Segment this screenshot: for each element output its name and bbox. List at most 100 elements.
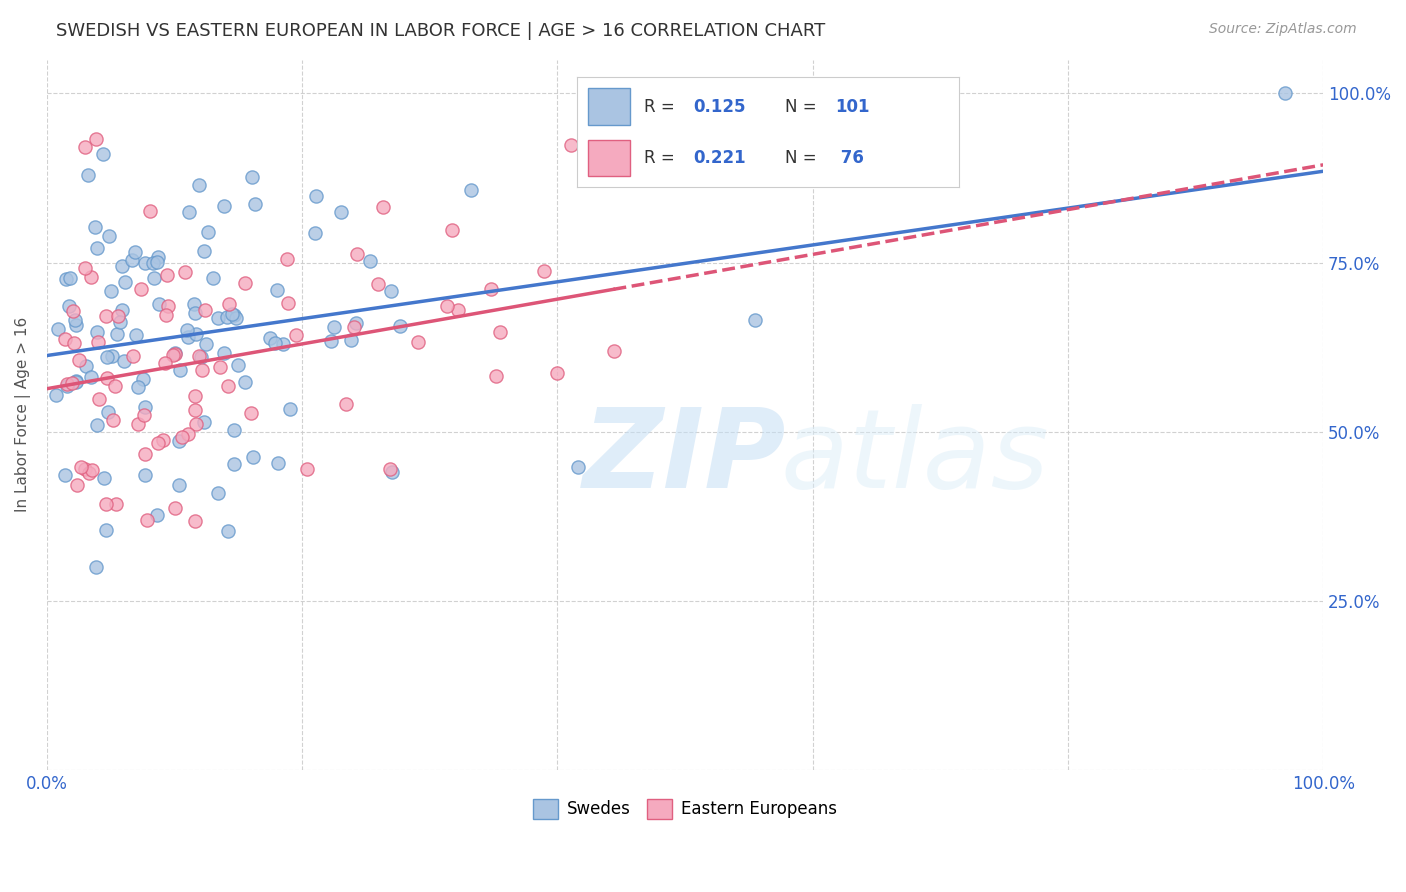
Point bbox=[58, 299, 80, 313]
Point bbox=[277, 295, 299, 310]
Point bbox=[267, 457, 290, 471]
Point bbox=[266, 283, 288, 297]
Point bbox=[143, 271, 166, 285]
Point bbox=[163, 345, 186, 359]
Point bbox=[86, 241, 108, 255]
Point bbox=[176, 323, 198, 337]
Point bbox=[612, 168, 634, 182]
Point bbox=[107, 309, 129, 323]
Point bbox=[481, 282, 503, 296]
Point bbox=[184, 514, 207, 528]
Point bbox=[124, 327, 146, 342]
Point bbox=[56, 378, 79, 392]
Point bbox=[560, 138, 582, 153]
Point bbox=[187, 178, 209, 193]
Point bbox=[105, 326, 128, 341]
Point bbox=[188, 349, 211, 363]
Point bbox=[190, 351, 212, 365]
Point bbox=[378, 462, 401, 476]
Point bbox=[184, 327, 207, 342]
Point bbox=[86, 418, 108, 433]
Point bbox=[45, 388, 67, 402]
Point bbox=[65, 375, 87, 389]
Point bbox=[169, 363, 191, 377]
Legend: Swedes, Eastern Europeans: Swedes, Eastern Europeans bbox=[527, 792, 844, 826]
Point bbox=[146, 255, 169, 269]
Point bbox=[65, 313, 87, 327]
Point bbox=[485, 368, 508, 383]
Point bbox=[184, 305, 207, 319]
Point bbox=[67, 352, 90, 367]
Point bbox=[217, 379, 239, 393]
Point bbox=[239, 406, 262, 420]
Point bbox=[79, 269, 101, 284]
Point bbox=[82, 463, 104, 477]
Point bbox=[276, 252, 298, 266]
Point bbox=[380, 465, 402, 479]
Point bbox=[259, 331, 281, 345]
Point bbox=[127, 380, 149, 394]
Point bbox=[184, 389, 207, 403]
Point bbox=[224, 423, 246, 437]
Point bbox=[87, 335, 110, 350]
Point bbox=[170, 430, 193, 444]
Point bbox=[93, 471, 115, 485]
Point bbox=[132, 409, 155, 423]
Point bbox=[94, 497, 117, 511]
Point bbox=[63, 335, 86, 350]
Point bbox=[87, 392, 110, 406]
Point bbox=[744, 312, 766, 326]
Point bbox=[224, 308, 246, 322]
Point bbox=[343, 320, 366, 334]
Point bbox=[79, 467, 101, 481]
Point bbox=[94, 309, 117, 323]
Point bbox=[114, 354, 136, 368]
Point bbox=[335, 397, 357, 411]
Point bbox=[76, 169, 98, 183]
Point bbox=[53, 468, 76, 483]
Point bbox=[177, 426, 200, 441]
Point bbox=[70, 460, 93, 475]
Point bbox=[86, 325, 108, 339]
Point bbox=[373, 200, 395, 214]
Point bbox=[271, 336, 294, 351]
Point bbox=[148, 297, 170, 311]
Point bbox=[212, 199, 235, 213]
Point bbox=[65, 318, 87, 333]
Point bbox=[460, 183, 482, 197]
Point bbox=[75, 260, 97, 275]
Point bbox=[225, 310, 247, 325]
Point bbox=[55, 376, 77, 391]
Point bbox=[100, 284, 122, 298]
Point bbox=[380, 284, 402, 298]
Point bbox=[217, 310, 239, 324]
Point bbox=[146, 436, 169, 450]
Point bbox=[111, 259, 134, 273]
Point bbox=[218, 524, 240, 538]
Point bbox=[163, 346, 186, 360]
Point bbox=[75, 140, 97, 154]
Point bbox=[284, 327, 307, 342]
Point bbox=[193, 415, 215, 429]
Point bbox=[65, 376, 87, 390]
Point bbox=[340, 333, 363, 347]
Point bbox=[193, 244, 215, 258]
Point bbox=[221, 308, 243, 322]
Point bbox=[134, 467, 156, 482]
Point bbox=[132, 372, 155, 386]
Point bbox=[80, 370, 103, 384]
Text: Source: ZipAtlas.com: Source: ZipAtlas.com bbox=[1209, 22, 1357, 37]
Point bbox=[184, 403, 207, 417]
Point bbox=[104, 379, 127, 393]
Point bbox=[319, 334, 342, 349]
Point bbox=[96, 350, 118, 364]
Point bbox=[602, 343, 624, 358]
Point bbox=[194, 302, 217, 317]
Point bbox=[142, 256, 165, 270]
Point bbox=[177, 205, 200, 219]
Point bbox=[389, 318, 412, 333]
Point bbox=[167, 478, 190, 492]
Point bbox=[195, 337, 218, 351]
Point bbox=[278, 402, 301, 417]
Point bbox=[162, 347, 184, 361]
